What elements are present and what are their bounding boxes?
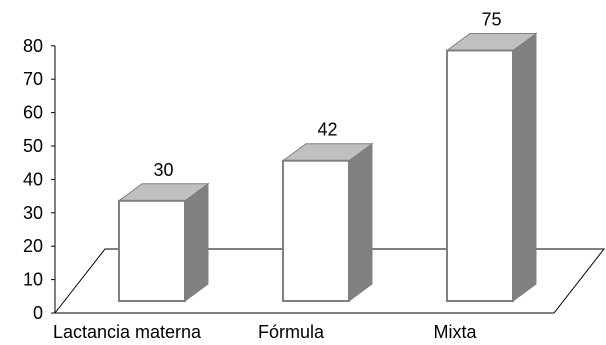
y-tick-label: 70 (23, 69, 43, 89)
y-tick-label: 20 (23, 236, 43, 256)
x-tick-label: Fórmula (258, 322, 325, 342)
y-tick-label: 30 (23, 203, 43, 223)
data-label: 75 (481, 10, 501, 30)
y-tick-label: 50 (23, 136, 43, 156)
bars: 30 42 75 (117, 10, 538, 302)
floor-outline (53, 248, 606, 314)
x-tick-labels: Lactancia materna Fórmula Mixta (53, 322, 478, 342)
y-axis: 0 10 20 30 40 50 60 70 80 (23, 36, 56, 323)
y-tick-label: 0 (33, 303, 43, 323)
bar: 30 (117, 160, 210, 302)
bar-front-face (446, 49, 514, 302)
data-label: 42 (317, 120, 337, 140)
bar-front-face (118, 199, 186, 302)
y-ticks: 0 10 20 30 40 50 60 70 80 (23, 36, 55, 323)
bar: 42 (281, 120, 374, 302)
bar-front-face (282, 159, 350, 302)
floor-plane (53, 248, 606, 314)
bar-side-face (348, 142, 373, 302)
y-tick-label: 60 (23, 103, 43, 123)
y-tick-label: 80 (23, 36, 43, 56)
x-tick-label: Mixta (433, 322, 477, 342)
bar-side-face (184, 182, 209, 302)
y-tick-label: 40 (23, 169, 43, 189)
data-label: 30 (153, 160, 173, 180)
bar: 75 (445, 10, 538, 302)
x-tick-label: Lactancia materna (53, 322, 202, 342)
bar-side-face (512, 32, 537, 302)
y-tick-label: 10 (23, 270, 43, 290)
